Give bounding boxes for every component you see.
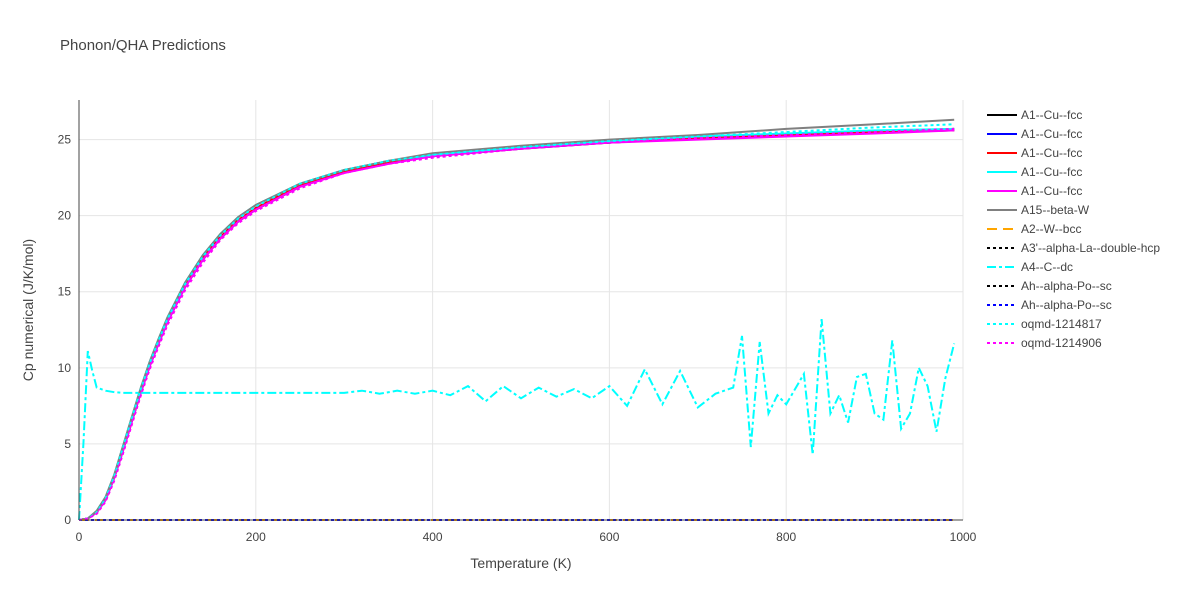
- x-tick-label: 1000: [950, 530, 977, 544]
- x-axis-ticks: 0 200 400 600 800 1000: [76, 530, 977, 544]
- legend-item-label: A1--Cu--fcc: [1021, 146, 1082, 160]
- legend: A1--Cu--fcc A1--Cu--fcc A1--Cu--fcc A1--Cu-…: [987, 108, 1160, 350]
- y-tick-label: 0: [64, 513, 71, 527]
- legend-item-label: A1--Cu--fcc: [1021, 127, 1082, 141]
- legend-item-label: A1--Cu--fcc: [1021, 184, 1082, 198]
- chart-title: Phonon/QHA Predictions: [60, 37, 226, 54]
- series-line-11: [78, 123, 955, 521]
- series-line-5: [78, 118, 955, 521]
- y-axis-title: Cp numerical (J/K/mol): [20, 239, 36, 381]
- legend-item-label: Ah--alpha-Po--sc: [1021, 279, 1112, 293]
- legend-item-label: A3'--alpha-La--double-hcp: [1021, 241, 1160, 255]
- plot-area: [78, 118, 956, 521]
- legend-item-label: A1--Cu--fcc: [1021, 108, 1082, 122]
- x-tick-label: 400: [423, 530, 443, 544]
- legend-item-label: A1--Cu--fcc: [1021, 165, 1082, 179]
- y-tick-label: 15: [58, 285, 72, 299]
- x-axis-title: Temperature (K): [470, 555, 571, 571]
- y-tick-label: 25: [58, 133, 72, 147]
- x-tick-label: 600: [599, 530, 619, 544]
- x-tick-label: 200: [246, 530, 266, 544]
- y-tick-label: 20: [58, 209, 72, 223]
- series-line-12: [78, 127, 955, 521]
- y-tick-label: 5: [64, 437, 71, 451]
- legend-item-label: Ah--alpha-Po--sc: [1021, 298, 1112, 312]
- legend-item-label: oqmd-1214817: [1021, 317, 1102, 331]
- x-tick-label: 0: [76, 530, 83, 544]
- legend-item-label: oqmd-1214906: [1021, 336, 1102, 350]
- legend-item-label: A15--beta-W: [1021, 203, 1090, 217]
- x-tick-label: 800: [776, 530, 796, 544]
- legend-item-label: A2--W--bcc: [1021, 222, 1081, 236]
- legend-item-label: A4--C--dc: [1021, 260, 1073, 274]
- gridlines: [79, 100, 964, 520]
- y-axis-ticks: 0 5 10 15 20 25: [58, 133, 72, 527]
- series-line-8: [78, 319, 956, 521]
- y-tick-label: 10: [58, 361, 72, 375]
